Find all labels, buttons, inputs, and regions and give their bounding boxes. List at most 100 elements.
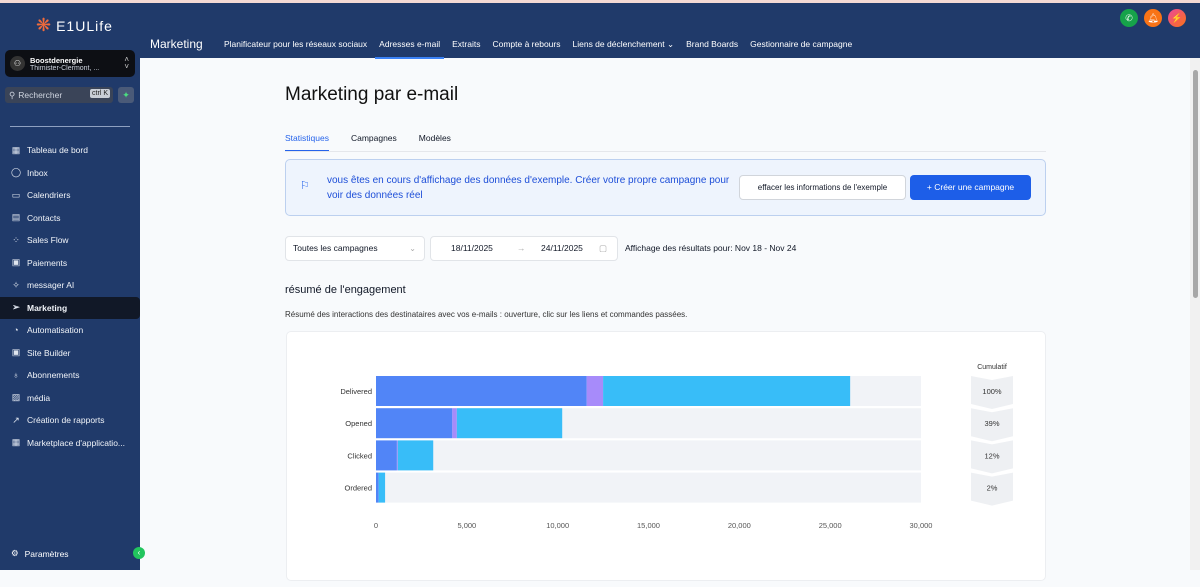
site-icon: ▣ bbox=[11, 347, 21, 358]
image-icon: ▨ bbox=[11, 392, 21, 403]
page-title: Marketing par e-mail bbox=[285, 84, 459, 105]
top-tab-5[interactable]: Brand Boards bbox=[686, 39, 739, 49]
category-label: Clicked bbox=[347, 451, 372, 460]
scrollbar-thumb[interactable] bbox=[1193, 70, 1198, 298]
top-tab-2[interactable]: Extraits bbox=[452, 39, 481, 49]
automation-icon: ◔ bbox=[13, 325, 19, 336]
search-input[interactable]: ⚲ Rechercher ctrl K bbox=[5, 87, 113, 103]
category-label: Opened bbox=[345, 419, 372, 428]
sidebar-item-contacts[interactable]: ▤ Contacts bbox=[11, 212, 61, 223]
top-tab-1[interactable]: Adresses e-mail bbox=[373, 30, 446, 59]
bell-icon[interactable]: 🔔︎ bbox=[1144, 9, 1162, 27]
top-tabs: Planificateur pour les réseaux sociaux Ad… bbox=[218, 30, 858, 59]
sidebar-item-marketing[interactable]: ➢ Marketing bbox=[0, 296, 140, 319]
sidebar: ❋ E1ULife ⚇ Boostdenergie Thimister-Clermo… bbox=[0, 3, 140, 570]
sidebar-item-automatisation[interactable]: ◔ Automatisation bbox=[0, 319, 140, 342]
bar-track bbox=[376, 440, 921, 471]
sidebar-item-calendriers[interactable]: ▭ Calendriers bbox=[11, 189, 71, 201]
cumulative-label: Cumulatif bbox=[977, 364, 1007, 371]
campaign-select[interactable]: Toutes les campagnes ⌄ bbox=[285, 236, 425, 261]
sidebar-nav: ▦ Tableau de bord ◯ Inbox ▭ Calendriers ▤ Conta… bbox=[0, 139, 140, 454]
chevron-down-icon: ⌄ bbox=[409, 244, 416, 253]
sidebar-item-m-dia[interactable]: ▨ média bbox=[11, 392, 51, 403]
sample-data-banner: ⚐ vous êtes en cours d'affichage des don… bbox=[285, 159, 1046, 216]
send-icon: ➢ bbox=[12, 302, 20, 313]
dashboard-icon: ▦ bbox=[11, 144, 21, 155]
search-icon: ⚲ bbox=[9, 89, 16, 100]
top-bar: Marketing Planificateur pour les réseaux… bbox=[140, 3, 1200, 59]
engagement-title: résumé de l'engagement bbox=[285, 284, 406, 296]
cumulative-chevron bbox=[971, 376, 1013, 409]
top-tab-0[interactable]: Planificateur pour les réseaux sociaux bbox=[224, 39, 368, 49]
main-content: Marketing par e-mail Statistiques Campag… bbox=[140, 58, 1190, 581]
cumulative-value: 12% bbox=[984, 451, 999, 460]
bar-delivered-segment-1 bbox=[376, 376, 587, 406]
bar-delivered-segment-3 bbox=[603, 376, 851, 406]
top-tab-3[interactable]: Compte à rebours bbox=[492, 39, 561, 49]
bar-track bbox=[376, 472, 921, 503]
account-icon: ⚇ bbox=[10, 56, 25, 71]
engagement-chart-card: Delivered 100% Opened 39% Clicked 12% Ordered 2… bbox=[286, 331, 1046, 581]
date-range-picker[interactable]: 18/11/2025 → 24/11/2025 ▢ bbox=[430, 236, 618, 261]
tab-campagnes[interactable]: Campagnes bbox=[350, 133, 397, 143]
gear-icon: ⚙ bbox=[11, 548, 19, 558]
sidebar-item-settings[interactable]: ⚙ Paramètres bbox=[11, 548, 69, 559]
trend-icon: ↗ bbox=[12, 414, 20, 425]
payment-icon: ▣ bbox=[11, 257, 21, 268]
create-campaign-button[interactable]: + Créer une campagne bbox=[910, 175, 1031, 200]
bar-delivered-segment-2 bbox=[586, 376, 604, 406]
sidebar-item-inbox[interactable]: ◯ Inbox bbox=[11, 167, 48, 178]
logo-icon: ❋ bbox=[36, 15, 53, 35]
divider bbox=[10, 126, 130, 127]
sidebar-item-site-builder[interactable]: ▣ Site Builder bbox=[11, 347, 71, 358]
sidebar-item-tableau-de-bord[interactable]: ▦ Tableau de bord bbox=[11, 144, 88, 156]
sidebar-item-sales-flow[interactable]: ⁘ Sales Flow bbox=[12, 234, 69, 246]
cumulative-value: 2% bbox=[987, 484, 998, 493]
bar-opened-segment-3 bbox=[456, 408, 563, 439]
top-tab-4[interactable]: Liens de déclenchement ⌄ bbox=[572, 39, 675, 49]
calendar-icon: ▢ bbox=[599, 243, 608, 253]
divider bbox=[285, 151, 1046, 152]
cumulative-value: 39% bbox=[984, 419, 999, 428]
profile-icon[interactable]: ⚡ bbox=[1168, 9, 1186, 27]
cumulative-chevron bbox=[971, 440, 1013, 474]
chevron-updown-icon: ˄ ˅ bbox=[124, 55, 129, 71]
top-tab-6[interactable]: Gestionnaire de campagne bbox=[750, 39, 853, 49]
collapse-sidebar-button[interactable]: ‹ bbox=[133, 547, 145, 559]
bar-clicked-segment-2 bbox=[396, 440, 398, 471]
contacts-icon: ▤ bbox=[11, 212, 21, 223]
flag-icon: ⚐ bbox=[300, 180, 310, 192]
bar-ordered-segment-3 bbox=[378, 472, 386, 503]
x-tick-label: 0 bbox=[374, 521, 378, 530]
x-tick-label: 5,000 bbox=[457, 521, 476, 530]
award-icon: ♁ bbox=[12, 370, 20, 381]
cumulative-chevron bbox=[971, 408, 1013, 442]
x-tick-label: 30,000 bbox=[910, 521, 933, 530]
chat-icon: ◯ bbox=[11, 167, 22, 178]
sidebar-item-cr-ation-de-rapports[interactable]: ↗ Création de rapports bbox=[12, 414, 105, 426]
sidebar-item-paiements[interactable]: ▣ Paiements bbox=[11, 257, 68, 268]
sidebar-item-marketplace-d-applicatio-[interactable]: ▦ Marketplace d'applicatio... bbox=[11, 437, 126, 448]
sparkle-icon: ✧ bbox=[12, 279, 20, 290]
apps-icon: ▦ bbox=[11, 437, 21, 448]
bar-clicked-segment-1 bbox=[376, 440, 397, 471]
calendar-icon: ▭ bbox=[11, 189, 21, 200]
x-tick-label: 15,000 bbox=[637, 521, 660, 530]
sidebar-item-abonnements[interactable]: ♁ Abonnements bbox=[12, 370, 80, 381]
category-label: Ordered bbox=[344, 484, 372, 493]
scrollbar[interactable] bbox=[1190, 58, 1200, 570]
clear-sample-button[interactable]: effacer les informations de l'exemple bbox=[739, 175, 906, 200]
sidebar-item-messager-ai[interactable]: ✧ messager AI bbox=[12, 279, 75, 291]
engagement-description: Résumé des interactions des destinataire… bbox=[285, 310, 688, 319]
account-switcher[interactable]: ⚇ Boostdenergie Thimister-Clermont, ... ˄… bbox=[5, 50, 135, 77]
logo: ❋ E1ULife bbox=[36, 15, 113, 35]
category-label: Delivered bbox=[340, 387, 372, 396]
quick-action-button[interactable]: ✦ bbox=[118, 87, 134, 103]
tab-modeles[interactable]: Modèles bbox=[418, 133, 451, 143]
tab-statistiques[interactable]: Statistiques bbox=[285, 133, 329, 152]
section-title: Marketing bbox=[150, 37, 203, 51]
flow-icon: ⁘ bbox=[12, 234, 20, 245]
results-range: Affichage des résultats pour: Nov 18 - N… bbox=[625, 243, 797, 253]
phone-icon[interactable]: ✆ bbox=[1120, 9, 1138, 27]
cumulative-chevron bbox=[971, 472, 1013, 506]
